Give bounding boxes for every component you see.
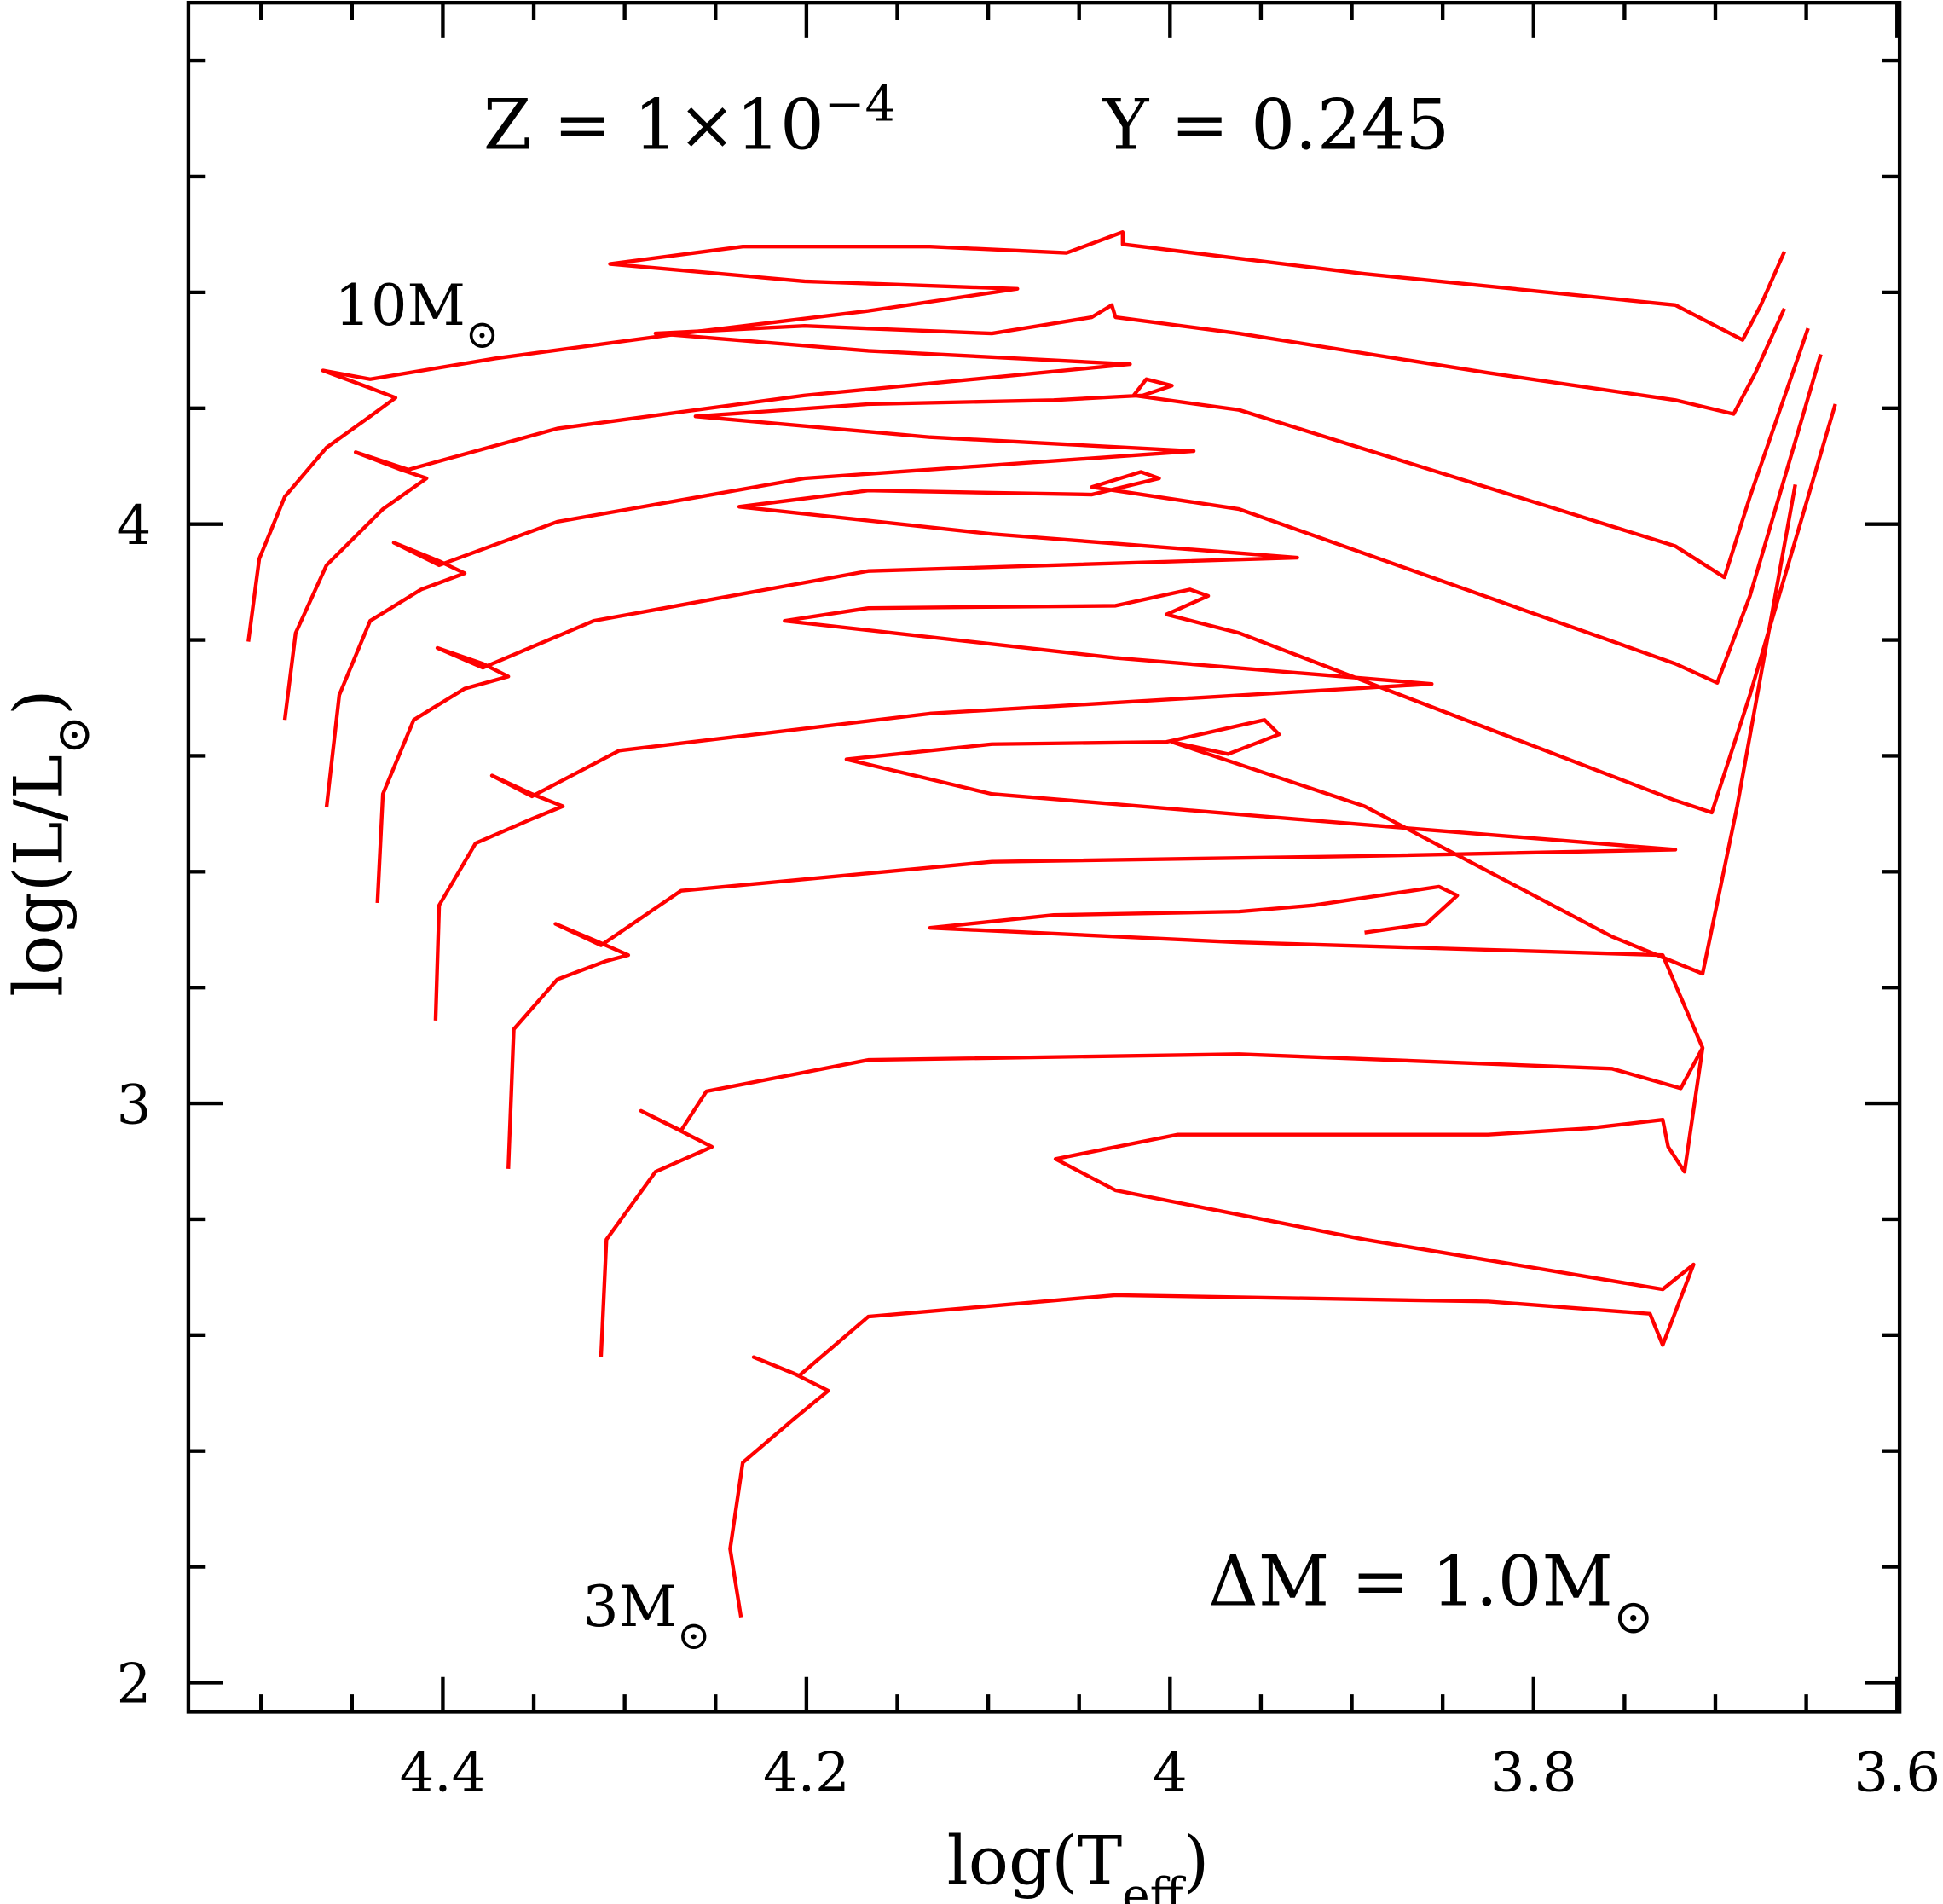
- annotation: Y = 0.245: [1102, 85, 1450, 166]
- track-line: [282, 303, 1786, 721]
- track-line: [324, 327, 1810, 808]
- x-tick-label: 4: [1153, 1741, 1188, 1804]
- x-axis-label: log(Teff): [947, 1821, 1210, 1904]
- text-part: 10M: [334, 272, 465, 339]
- text-part: Z = 1×10: [483, 85, 824, 166]
- text-part: 3M: [582, 1573, 677, 1640]
- track-line: [375, 353, 1823, 904]
- annotation: ΔM = 1.0M⊙: [1208, 1541, 1653, 1645]
- annotation: Z = 1×10−4: [483, 77, 896, 166]
- x-tick-label: 4.4: [400, 1741, 487, 1804]
- text-part: ⊙: [466, 312, 499, 358]
- track-line: [728, 1047, 1705, 1618]
- text-part: −4: [824, 77, 896, 133]
- text-part: ): [0, 689, 78, 715]
- y-tick-label: 3: [117, 1074, 152, 1137]
- annotation: 10M⊙: [334, 272, 499, 358]
- track-line: [246, 230, 1786, 642]
- text-part: log(L/L: [0, 755, 78, 997]
- track-line: [506, 484, 1797, 1169]
- text-part: ): [1183, 1821, 1210, 1900]
- track-line: [599, 884, 1705, 1357]
- text-part: ⊙: [677, 1613, 710, 1659]
- text-part: log(T: [947, 1821, 1123, 1900]
- text-part: ⊙: [46, 715, 101, 755]
- y-axis-label: log(L/L⊙): [0, 689, 101, 997]
- y-tick-label: 4: [117, 495, 152, 558]
- track-line: [433, 403, 1837, 1021]
- x-tick-label: 3.6: [1853, 1741, 1940, 1804]
- text-part: Y = 0.245: [1102, 85, 1450, 166]
- y-tick-label: 2: [117, 1653, 152, 1716]
- text-part: ⊙: [1613, 1589, 1654, 1645]
- annotation: 3M⊙: [582, 1573, 710, 1659]
- x-tick-label: 4.2: [763, 1741, 850, 1804]
- x-tick-label: 3.8: [1490, 1741, 1577, 1804]
- plot-frame: [186, 0, 1902, 1714]
- text-part: ΔM = 1.0M: [1208, 1541, 1613, 1622]
- text-part: eff: [1122, 1867, 1187, 1904]
